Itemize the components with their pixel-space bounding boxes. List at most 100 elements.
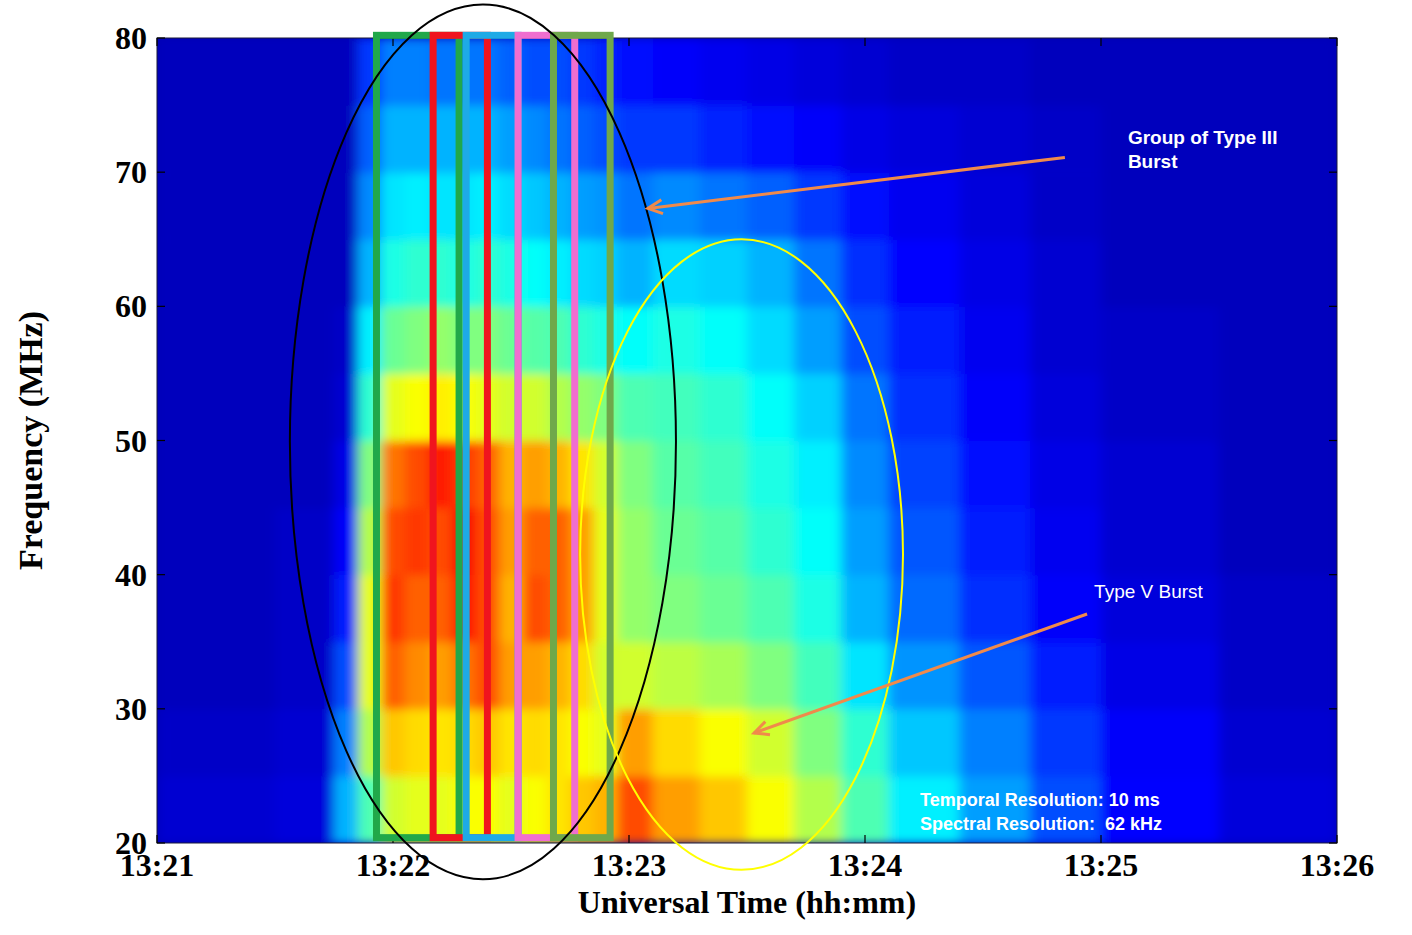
intensity-cell: [794, 441, 842, 509]
intensity-cell: [275, 373, 335, 441]
y-axis-title: Frequency (MHz): [12, 311, 50, 570]
intensity-cell: [594, 172, 618, 240]
y-tick-label: 80: [115, 20, 147, 56]
intensity-cell: [617, 508, 653, 576]
intensity-cell: [794, 642, 842, 710]
y-tick: [157, 306, 165, 307]
x-tick-label: 13:25: [1064, 847, 1139, 883]
intensity-cell: [381, 709, 405, 777]
intensity-cell: [334, 776, 358, 843]
x-tick: [156, 835, 157, 843]
intensity-cell: [959, 239, 1030, 307]
intensity-cell: [381, 239, 405, 307]
intensity-cell: [617, 38, 653, 106]
annotation-arrowhead: [754, 722, 770, 735]
intensity-cell: [794, 105, 842, 173]
region-ellipse: [580, 239, 903, 870]
intensity-cell: [1101, 709, 1220, 777]
intensity-cell: [523, 239, 547, 307]
intensity-cell: [889, 105, 960, 173]
interval-box: [433, 35, 487, 837]
intensity-cell: [381, 172, 405, 240]
intensity-cell: [1101, 306, 1220, 374]
intensity-cell: [1030, 105, 1101, 173]
intensity-cell: [747, 709, 795, 777]
intensity-cell: [1219, 172, 1337, 240]
intensity-cell: [1030, 508, 1101, 576]
intensity-cell: [1030, 373, 1101, 441]
intensity-cell: [959, 642, 1030, 710]
intensity-cell: [1030, 38, 1101, 106]
intensity-cell: [1219, 508, 1337, 576]
intensity-cell: [841, 508, 889, 576]
intensity-cell: [653, 105, 701, 173]
intensity-cell: [334, 373, 358, 441]
intensity-cell: [523, 575, 547, 643]
intensity-cell: [794, 38, 842, 106]
intensity-cell: [275, 105, 335, 173]
intensity-cell: [889, 709, 960, 777]
intensity-cell: [959, 373, 1030, 441]
intensity-cell: [405, 306, 429, 374]
intensity-cell: [275, 306, 335, 374]
intensity-cell: [700, 709, 748, 777]
intensity-cell: [157, 441, 276, 509]
intensity-cell: [747, 306, 795, 374]
intensity-cell: [1219, 239, 1337, 307]
intensity-cell: [523, 105, 547, 173]
intensity-cell: [959, 441, 1030, 509]
intensity-cell: [889, 575, 960, 643]
intensity-cell: [157, 642, 276, 710]
intensity-cell: [700, 105, 748, 173]
y-tick: [157, 172, 165, 173]
annotation-label: Type V Burst: [1094, 581, 1203, 602]
intensity-cell: [1219, 373, 1337, 441]
intensity-cell: [275, 38, 335, 106]
intensity-cell: [157, 172, 276, 240]
intensity-cell: [889, 373, 960, 441]
intensity-cell: [334, 306, 358, 374]
intensity-cell: [1219, 776, 1337, 843]
y-tick: [157, 842, 165, 843]
resolution-label: Temporal Resolution: 10 ms: [920, 790, 1160, 810]
intensity-cell: [1030, 441, 1101, 509]
intensity-cell: [617, 776, 653, 843]
intensity-cell: [405, 38, 429, 106]
intensity-cell: [594, 306, 618, 374]
intensity-cell: [1219, 575, 1337, 643]
intensity-cell: [959, 172, 1030, 240]
x-tick-label: 13:26: [1300, 847, 1375, 883]
intensity-cell: [1030, 642, 1101, 710]
chart: 13:2113:2213:2313:2413:2513:262030405060…: [0, 0, 1412, 935]
intensity-cell: [747, 105, 795, 173]
intensity-cell: [523, 172, 547, 240]
annotation-label: Group of Type IIIBurst: [1128, 127, 1278, 172]
intensity-cell: [381, 575, 405, 643]
intensity-cell: [1219, 38, 1337, 106]
intensity-cell: [1101, 508, 1220, 576]
intensity-cell: [1219, 709, 1337, 777]
intensity-cell: [523, 508, 547, 576]
intensity-cell: [275, 709, 335, 777]
intensity-cell: [157, 508, 276, 576]
intensity-cell: [700, 642, 748, 710]
intensity-cell: [841, 38, 889, 106]
y-tick-label: 20: [115, 825, 147, 861]
y-tick-label: 60: [115, 288, 147, 324]
intensity-cell: [405, 508, 429, 576]
intensity-cell: [381, 306, 405, 374]
intensity-cell: [747, 441, 795, 509]
y-tick: [157, 708, 165, 709]
intensity-cell: [1030, 172, 1101, 240]
intensity-cell: [275, 172, 335, 240]
intensity-cell: [959, 709, 1030, 777]
intensity-cell: [653, 508, 701, 576]
intensity-cell: [381, 441, 405, 509]
intensity-cell: [841, 441, 889, 509]
intensity-cell: [794, 575, 842, 643]
intensity-cell: [700, 575, 748, 643]
intensity-cell: [700, 373, 748, 441]
y-tick: [157, 440, 165, 441]
intensity-cell: [405, 642, 429, 710]
intensity-cell: [275, 441, 335, 509]
